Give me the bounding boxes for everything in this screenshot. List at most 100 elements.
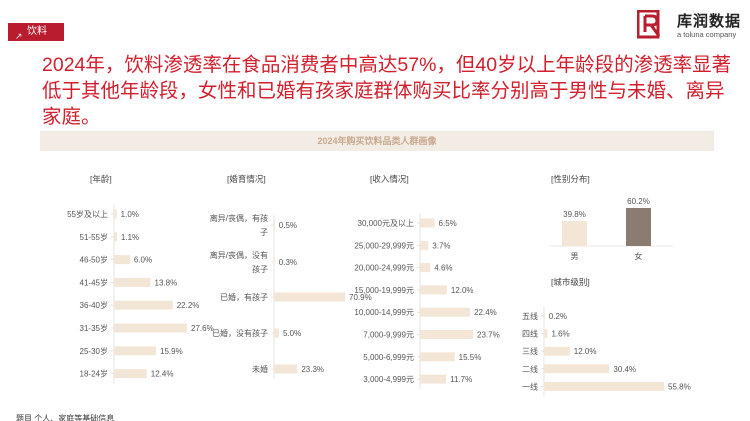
income-category-label: 7,000-9,999元 bbox=[363, 331, 414, 340]
city-category-label: 五线 bbox=[522, 311, 538, 321]
income-category-label: 5,000-6,999元 bbox=[363, 353, 414, 362]
age-category-label: 25-30岁 bbox=[80, 346, 108, 356]
marriage-category-label: 孩子 bbox=[252, 264, 268, 274]
section-tag: ↗ 饮料 bbox=[8, 23, 64, 41]
city-bar bbox=[544, 364, 610, 374]
income-category-label: 3,000-4,999元 bbox=[363, 375, 414, 384]
income-bar bbox=[420, 307, 471, 317]
marriage-bar bbox=[274, 220, 275, 230]
city-value-label: 55.8% bbox=[668, 382, 691, 391]
income-bar bbox=[420, 330, 473, 339]
income-bar bbox=[420, 263, 431, 273]
marriage-bar bbox=[274, 257, 275, 267]
income-value-label: 6.5% bbox=[439, 219, 457, 228]
gender-category-label: 男 bbox=[571, 252, 579, 261]
gender-value-label: 39.8% bbox=[563, 210, 586, 219]
city-value-label: 30.4% bbox=[613, 365, 636, 374]
income-category-label: 10,000-14,999元 bbox=[354, 308, 414, 317]
marriage-value-label: 0.3% bbox=[279, 258, 297, 267]
income-category-label: 30,000元及以上 bbox=[358, 219, 414, 228]
income-value-label: 3.7% bbox=[432, 241, 450, 250]
marriage-bar bbox=[274, 328, 280, 338]
marriage-category-label: 离异/丧偶，没有 bbox=[210, 250, 268, 260]
marriage-value-label: 5.0% bbox=[283, 329, 301, 338]
income-bar bbox=[420, 352, 455, 362]
age-bar bbox=[114, 277, 151, 287]
income-value-label: 12.0% bbox=[451, 286, 474, 295]
age-category-label: 51-55岁 bbox=[80, 232, 108, 242]
age-value-label: 22.2% bbox=[177, 301, 200, 310]
income-category-label: 20,000-24,999元 bbox=[354, 264, 414, 273]
income-bar bbox=[420, 374, 447, 384]
logo-name: 库润数据 bbox=[677, 13, 742, 30]
section-tag-label: 饮料 bbox=[27, 26, 47, 37]
income-value-label: 23.7% bbox=[477, 331, 500, 340]
city-value-label: 12.0% bbox=[574, 347, 597, 356]
brand-logo: 库润数据 a toluna company bbox=[637, 10, 745, 40]
panel-title-marriage: [婚育情况] bbox=[227, 174, 266, 184]
income-value-label: 15.5% bbox=[459, 353, 482, 362]
panel-title-city: [城市级别] bbox=[551, 277, 590, 287]
age-category-label: 55岁及以上 bbox=[67, 209, 108, 219]
city-bar bbox=[544, 311, 545, 321]
age-value-label: 13.8% bbox=[155, 278, 178, 287]
age-value-label: 1.0% bbox=[121, 210, 139, 219]
income-value-label: 4.6% bbox=[434, 264, 452, 273]
footer-note: 题目 个人、家庭等基础信息 bbox=[16, 414, 115, 421]
marriage-value-label: 0.5% bbox=[279, 221, 297, 230]
city-bar bbox=[544, 346, 570, 356]
panel-title-income: [收入情况] bbox=[370, 174, 409, 184]
age-value-label: 15.9% bbox=[160, 347, 183, 356]
marriage-category-label: 子 bbox=[260, 228, 268, 237]
marriage-value-label: 70.9% bbox=[349, 293, 372, 302]
city-category-label: 三线 bbox=[522, 346, 538, 356]
city-value-label: 0.2% bbox=[549, 312, 567, 321]
age-bar bbox=[114, 255, 130, 265]
income-bar bbox=[420, 218, 435, 228]
arrow-icon: ↗ bbox=[15, 31, 23, 41]
gender-bar bbox=[562, 220, 587, 246]
city-category-label: 一线 bbox=[522, 381, 538, 391]
panel-title-gender: [性别分布] bbox=[551, 174, 590, 184]
city-value-label: 1.6% bbox=[551, 330, 569, 339]
income-category-label: 15,000-19,999元 bbox=[354, 286, 414, 295]
age-bar bbox=[114, 232, 117, 242]
income-category-label: 25,000-29,999元 bbox=[354, 241, 414, 250]
income-bar bbox=[420, 240, 429, 250]
headline: 2024年，饮料渗透率在食品消费者中高达57%，但40岁以上年龄段的渗透率显著低… bbox=[42, 54, 732, 128]
marriage-bar bbox=[274, 292, 345, 302]
marriage-value-label: 23.3% bbox=[301, 365, 324, 374]
gender-value-label: 60.2% bbox=[627, 197, 650, 206]
gender-category-label: 女 bbox=[635, 251, 643, 261]
income-value-label: 22.4% bbox=[474, 308, 497, 317]
age-bar bbox=[114, 323, 187, 333]
age-value-label: 1.1% bbox=[121, 233, 139, 242]
city-category-label: 四线 bbox=[522, 329, 538, 339]
city-category-label: 二线 bbox=[522, 364, 538, 374]
gender-bar bbox=[626, 208, 651, 246]
age-bar bbox=[114, 369, 147, 379]
age-bar bbox=[114, 209, 117, 219]
panel-title-age: [年龄] bbox=[90, 174, 112, 184]
city-bar bbox=[544, 329, 548, 339]
marriage-category-label: 已婚，有孩子 bbox=[220, 292, 268, 302]
marriage-bar bbox=[274, 364, 298, 374]
age-bar bbox=[114, 346, 157, 356]
age-category-label: 36-40岁 bbox=[80, 300, 108, 310]
age-bar bbox=[114, 300, 173, 310]
income-bar bbox=[420, 285, 447, 295]
age-category-label: 18-24岁 bbox=[80, 369, 108, 379]
marriage-category-label: 离异/丧偶，有孩 bbox=[210, 213, 268, 223]
age-value-label: 27.6% bbox=[191, 324, 214, 333]
age-category-label: 31-35岁 bbox=[80, 323, 108, 333]
logo-mark-icon bbox=[637, 10, 661, 39]
income-value-label: 11.7% bbox=[450, 375, 472, 384]
marriage-category-label: 未婚 bbox=[252, 364, 268, 374]
logo-subtitle: a toluna company bbox=[677, 30, 737, 39]
age-value-label: 6.0% bbox=[134, 256, 152, 265]
city-bar bbox=[544, 381, 664, 391]
chart-section-title: 2024年购买饮料品类人群画像 bbox=[40, 131, 714, 151]
marriage-category-label: 已婚，没有孩子 bbox=[212, 328, 268, 338]
age-category-label: 46-50岁 bbox=[80, 255, 108, 265]
